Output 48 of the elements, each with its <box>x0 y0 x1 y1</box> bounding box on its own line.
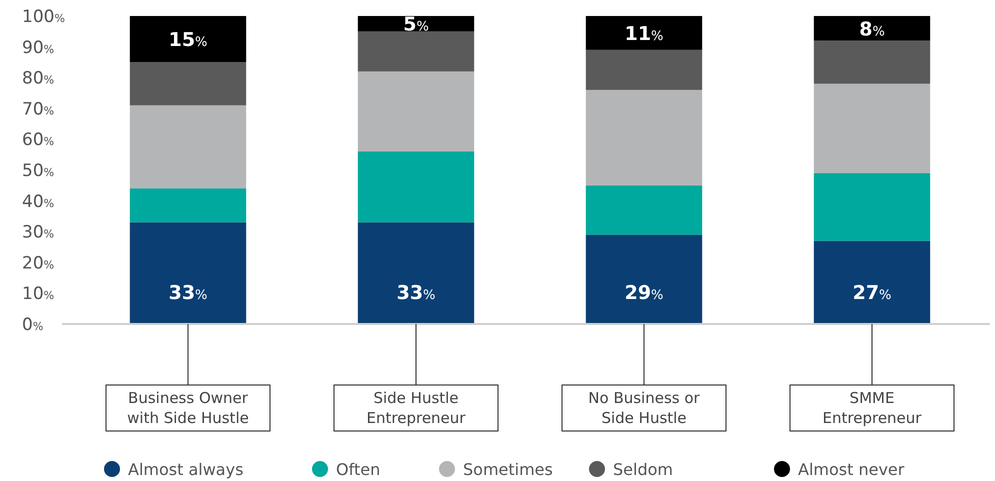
data-label: 29% <box>624 282 664 304</box>
legend-label: Seldom <box>613 460 673 479</box>
y-tick-label: 80% <box>22 68 54 89</box>
legend-label: Often <box>336 460 380 479</box>
bar <box>586 16 702 50</box>
data-label: 15% <box>168 29 208 52</box>
x-tick-label: Business Owner with Side Hustle <box>127 389 249 427</box>
data-label: 27% <box>852 282 892 304</box>
y-tick-label: 10% <box>22 284 54 304</box>
data-label: 5% <box>403 14 429 36</box>
data-label: 33% <box>396 282 436 304</box>
bar <box>358 16 474 32</box>
bar <box>586 90 702 186</box>
y-tick-label: 60% <box>22 130 54 150</box>
data-label: 33% <box>168 282 208 304</box>
x-tick-label: SMME Entrepreneur <box>822 389 922 427</box>
bar <box>814 173 930 241</box>
y-tick-label: 20% <box>22 253 54 274</box>
bar <box>586 50 702 90</box>
bar <box>814 240 930 324</box>
legend-label: Almost always <box>128 460 244 479</box>
bar <box>130 62 246 106</box>
y-tick-label: 70% <box>22 99 54 120</box>
y-tick-label: 90% <box>22 38 54 58</box>
bar <box>358 152 474 222</box>
bar <box>586 234 702 324</box>
bar <box>130 105 246 188</box>
bar <box>358 71 474 152</box>
data-label: 11% <box>624 22 664 45</box>
bar <box>814 84 930 174</box>
y-tick-label: 40% <box>22 192 54 212</box>
y-tick-label: 100% <box>22 7 65 27</box>
x-tick-label: No Business or Side Hustle <box>588 389 701 427</box>
data-label: 8% <box>859 18 885 40</box>
y-tick-label: 30% <box>22 222 54 243</box>
legend-label: Almost never <box>798 460 905 479</box>
x-tick-label: Side Hustle Entrepreneur <box>366 389 466 427</box>
bar <box>814 16 930 41</box>
y-tick-label: 50% <box>22 161 54 181</box>
bar <box>130 188 246 222</box>
y-tick-label: 0% <box>22 315 44 335</box>
bar <box>130 16 246 62</box>
bar <box>358 222 474 324</box>
bar <box>358 31 474 72</box>
bar <box>586 185 702 235</box>
bar <box>130 222 246 324</box>
legend-label: Sometimes <box>463 460 553 479</box>
bar <box>814 40 930 84</box>
